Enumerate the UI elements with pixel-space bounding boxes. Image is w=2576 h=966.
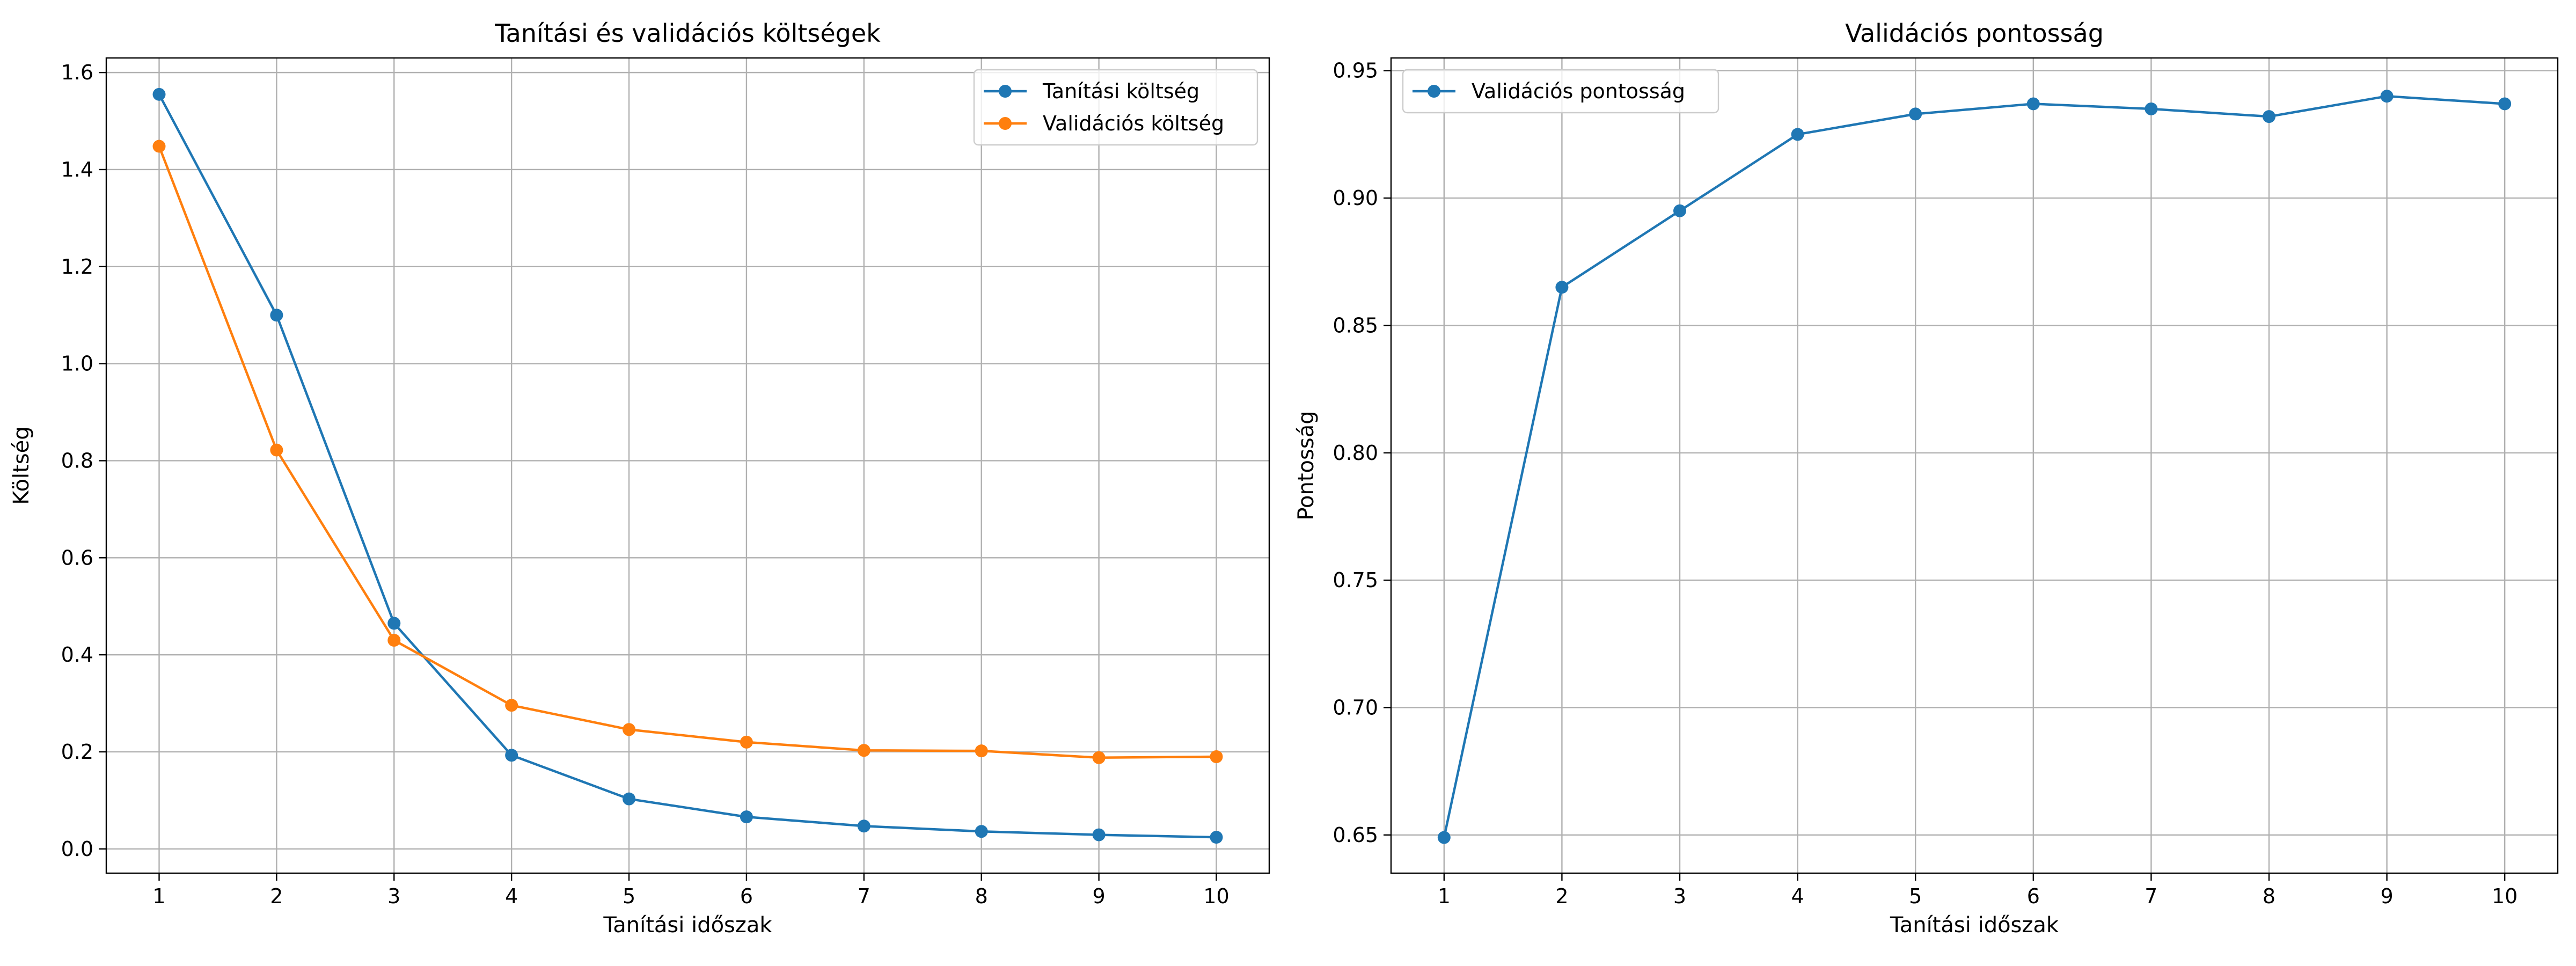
- data-point: [2145, 102, 2158, 115]
- legend-label: Tanítási költség: [1042, 79, 1199, 103]
- x-tick-label: 8: [975, 884, 988, 908]
- y-axis-label: Pontosság: [1294, 411, 1319, 520]
- data-point: [975, 744, 988, 758]
- x-axis-label: Tanítási időszak: [1890, 913, 2059, 938]
- y-tick-label: 0.80: [1333, 441, 1378, 465]
- data-point: [2380, 90, 2394, 103]
- data-point: [387, 617, 401, 630]
- data-point: [152, 87, 166, 101]
- data-point: [857, 744, 870, 757]
- legend-marker: [999, 117, 1012, 130]
- y-tick-label: 0.8: [61, 449, 93, 472]
- legend-label: Validációs pontosság: [1472, 79, 1685, 103]
- y-tick-label: 0.85: [1333, 313, 1378, 337]
- data-point: [505, 749, 518, 762]
- x-tick-label: 2: [1555, 884, 1568, 908]
- data-point: [1791, 128, 1804, 141]
- y-tick-label: 1.0: [61, 352, 93, 376]
- y-tick-label: 1.2: [61, 255, 93, 279]
- data-point: [152, 140, 166, 153]
- x-tick-label: 3: [387, 884, 400, 908]
- legend-frame: [973, 69, 1258, 146]
- x-tick-label: 1: [1438, 884, 1451, 908]
- x-tick-label: 9: [2380, 884, 2393, 908]
- data-point: [740, 810, 753, 824]
- legend: Tanítási költség Validációs költség: [973, 69, 1258, 146]
- legend-marker: [1428, 85, 1440, 98]
- y-tick-label: 1.6: [61, 61, 93, 84]
- data-point: [1673, 204, 1687, 217]
- x-tick-label: 8: [2263, 884, 2275, 908]
- data-point: [270, 309, 283, 322]
- data-point: [1909, 107, 1922, 121]
- x-tick-label: 10: [2492, 884, 2518, 908]
- data-point: [857, 819, 870, 833]
- plot-area: [1391, 58, 2558, 873]
- data-point: [623, 792, 636, 806]
- x-tick-label: 10: [1203, 884, 1229, 908]
- plot-area: [106, 58, 1269, 873]
- y-tick-label: 0.4: [61, 643, 93, 667]
- series-line-1: [1443, 94, 2505, 838]
- y-tick-label: 0.6: [61, 546, 93, 569]
- x-tick-label: 2: [270, 884, 283, 908]
- x-tick-label: 7: [858, 884, 870, 908]
- x-tick-label: 7: [2145, 884, 2157, 908]
- y-tick-label: 0.65: [1333, 823, 1378, 847]
- y-tick-label: 0.0: [61, 837, 93, 861]
- data-point: [1210, 750, 1223, 763]
- data-point: [1092, 751, 1106, 764]
- series-line-1: [158, 93, 1217, 839]
- data-point: [1210, 831, 1223, 844]
- y-tick-label: 0.95: [1333, 59, 1378, 83]
- data-point: [1437, 831, 1451, 844]
- axes-frame: [105, 57, 1270, 874]
- legend-label: Validációs költség: [1043, 112, 1224, 135]
- x-tick-label: 4: [505, 884, 518, 908]
- data-point: [975, 825, 988, 838]
- data-point: [1092, 828, 1106, 841]
- y-tick-label: 1.4: [61, 158, 93, 181]
- axes-frame: [1390, 57, 2559, 874]
- y-tick-label: 0.75: [1333, 568, 1378, 592]
- legend-frame: [1402, 69, 1719, 114]
- y-tick-label: 0.70: [1333, 696, 1378, 719]
- data-point: [387, 634, 401, 647]
- data-point: [270, 443, 283, 457]
- data-point: [505, 699, 518, 712]
- chart-1: 1 2 3 4 5 6 7 8 9 10 0.0 0.2 0.4 0.6 0.8 1.0 1.2 1.4 1.6 Ta…: [9, 19, 1270, 938]
- x-tick-label: 9: [1093, 884, 1106, 908]
- chart-title: Tanítási és validációs költségek: [494, 19, 881, 48]
- chart-title: Validációs pontosság: [1845, 19, 2104, 48]
- legend: Validációs pontosság: [1402, 69, 1719, 114]
- data-point: [740, 735, 753, 749]
- x-tick-label: 3: [1673, 884, 1686, 908]
- x-tick-label: 1: [152, 884, 165, 908]
- series-line-2: [158, 145, 1217, 759]
- data-point: [1555, 281, 1569, 294]
- data-point: [2498, 97, 2512, 111]
- y-tick-label: 0.2: [61, 740, 93, 764]
- data-point: [623, 723, 636, 736]
- x-tick-label: 6: [740, 884, 753, 908]
- legend-marker: [999, 85, 1012, 98]
- x-tick-label: 5: [623, 884, 635, 908]
- data-point: [2026, 97, 2040, 111]
- x-tick-label: 4: [1791, 884, 1804, 908]
- data-point: [2262, 110, 2275, 123]
- chart-2: 1 2 3 4 5 6 7 8 9 10 0.65 0.70 0.75 0.80 0.85 0.90 0.95 V…: [1294, 19, 2559, 938]
- x-tick-label: 6: [2027, 884, 2040, 908]
- y-axis-label: Költség: [9, 426, 34, 504]
- x-tick-label: 5: [1909, 884, 1922, 908]
- x-axis-label: Tanítási időszak: [603, 913, 772, 938]
- y-tick-label: 0.90: [1333, 186, 1378, 210]
